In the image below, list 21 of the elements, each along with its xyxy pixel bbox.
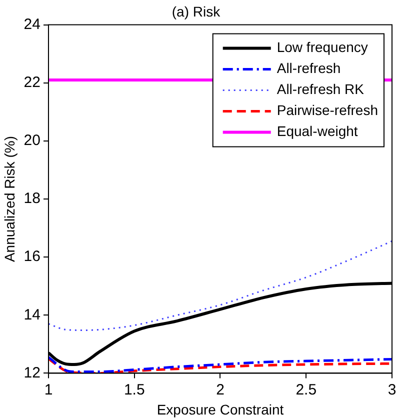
legend-label: Low frequency [276, 39, 368, 56]
legend-label: All-refresh RK [276, 81, 365, 98]
x-tick-label: 1.5 [124, 381, 145, 398]
x-axis-title: Exposure Constraint [156, 401, 284, 418]
y-tick-label: 14 [24, 306, 40, 324]
y-tick-label: 24 [24, 16, 40, 33]
legend-label: All-refresh [276, 60, 341, 76]
x-tick-label: 1 [44, 381, 53, 398]
y-axis-title: Annualized Risk (%) [1, 136, 18, 262]
x-tick-label: 2 [216, 381, 224, 398]
legend-label: Pairwise-refresh [276, 102, 378, 118]
chart-title: (a) Risk [172, 3, 222, 20]
y-tick-label: 18 [24, 190, 40, 208]
line-series [48, 240, 392, 331]
y-tick-label: 16 [24, 248, 40, 266]
legend-label: Equal-weight [276, 123, 358, 140]
x-tick-label: 2.5 [296, 381, 317, 398]
y-tick-label: 20 [24, 132, 40, 150]
y-tick-label: 22 [24, 74, 40, 92]
y-tick-label: 12 [24, 364, 40, 382]
x-tick-label: 3 [388, 381, 396, 398]
